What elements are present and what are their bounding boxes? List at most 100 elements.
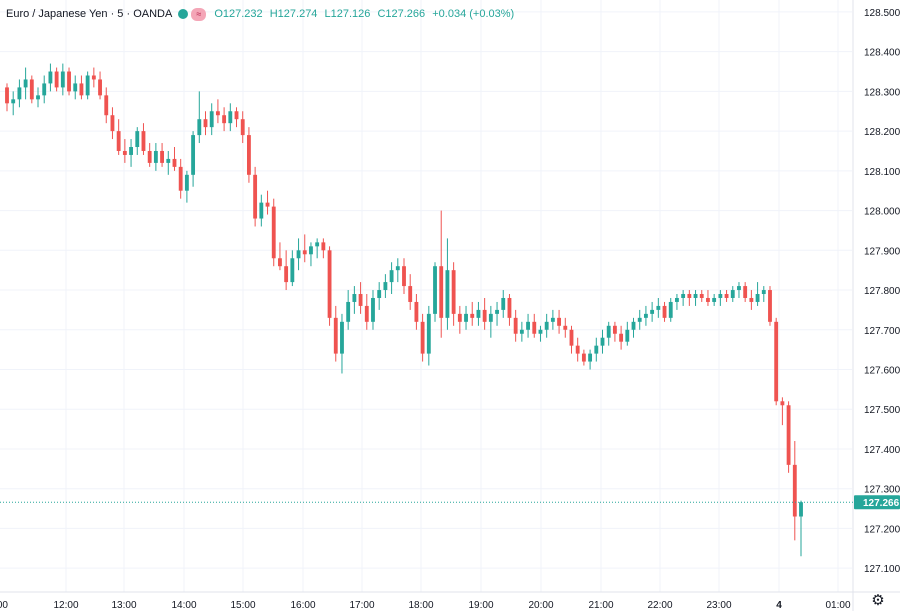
x-tick-label: 12:00 xyxy=(53,600,78,611)
candle-body xyxy=(191,135,196,175)
candle-body xyxy=(569,329,574,346)
candle-body xyxy=(755,294,760,302)
candle-body xyxy=(395,266,400,271)
candle-body xyxy=(538,329,543,334)
candle-body xyxy=(718,294,723,298)
status-dot-icon[interactable] xyxy=(178,9,189,19)
candle-body xyxy=(743,286,748,298)
candle-body xyxy=(352,294,357,302)
candle-body xyxy=(563,325,568,330)
candle-body xyxy=(612,325,617,334)
y-tick-label: 127.900 xyxy=(864,246,900,257)
x-tick-label: 22:00 xyxy=(647,600,672,611)
candle-body xyxy=(693,294,698,298)
candle-body xyxy=(389,270,394,283)
high-value: H127.274 xyxy=(269,8,318,20)
candle-body xyxy=(637,317,642,322)
candle-body xyxy=(358,294,363,306)
candle-body xyxy=(23,79,28,88)
candle-body xyxy=(364,305,369,322)
candle-body xyxy=(153,150,158,163)
candle-body xyxy=(91,75,96,80)
candle-body xyxy=(79,83,84,96)
candle-body xyxy=(209,111,214,128)
candle-body xyxy=(550,317,555,322)
candle-body xyxy=(774,321,779,402)
candle-body xyxy=(259,202,264,219)
candle-body xyxy=(786,405,791,465)
candle-body xyxy=(29,79,34,100)
candle-body xyxy=(296,250,301,259)
candle-body xyxy=(135,131,140,148)
candle-body xyxy=(315,242,320,247)
candle-body xyxy=(724,294,729,298)
candle-body xyxy=(414,301,419,322)
candle-body xyxy=(48,71,53,84)
candle-body xyxy=(60,71,65,88)
candle-body xyxy=(594,345,599,354)
y-tick-label: 127.500 xyxy=(864,405,900,416)
compare-tag-icon[interactable]: ≈ xyxy=(191,7,207,21)
candle-body xyxy=(532,321,537,334)
candles xyxy=(5,63,803,557)
candle-body xyxy=(309,246,313,255)
candle-body xyxy=(278,258,282,267)
y-tick-label: 128.100 xyxy=(864,167,900,178)
candle-body xyxy=(141,131,146,151)
candle-body xyxy=(507,297,512,318)
y-tick-label: 127.300 xyxy=(864,485,900,496)
candle-body xyxy=(321,242,326,251)
x-tick-label: 23:00 xyxy=(706,600,731,611)
last-price-badge xyxy=(854,495,900,510)
candle-body xyxy=(668,301,673,318)
y-tick-label: 128.500 xyxy=(864,8,900,19)
candle-body xyxy=(650,309,655,314)
y-tick-label: 127.200 xyxy=(864,524,900,535)
y-tick-label: 127.800 xyxy=(864,286,900,297)
candle-body xyxy=(203,119,208,128)
candle-body xyxy=(222,115,227,124)
candle-body xyxy=(271,206,276,259)
candle-body xyxy=(445,270,450,318)
candle-body xyxy=(631,321,636,330)
y-tick-label: 128.000 xyxy=(864,207,900,218)
chart-legend: Euro / Japanese Yen · 5 · OANDA ≈ O127.2… xyxy=(6,5,514,23)
x-tick-label: 00 xyxy=(0,600,8,611)
candle-body xyxy=(799,502,803,517)
candle-body xyxy=(160,150,165,163)
candle-body xyxy=(11,99,16,104)
candle-body xyxy=(166,158,171,163)
candle-body xyxy=(36,95,40,100)
candle-body xyxy=(706,297,710,302)
candle-body xyxy=(5,87,9,104)
y-tick-label: 127.100 xyxy=(864,564,900,575)
candle-body xyxy=(544,321,549,330)
candle-body xyxy=(116,131,121,151)
candle-body xyxy=(519,329,524,334)
y-tick-label: 127.400 xyxy=(864,445,900,456)
x-tick-label: 21:00 xyxy=(588,600,613,611)
candle-body xyxy=(290,258,295,283)
candle-body xyxy=(501,297,506,310)
candle-body xyxy=(147,150,152,163)
y-tick-label: 128.300 xyxy=(864,87,900,98)
y-tick-label: 127.700 xyxy=(864,326,900,337)
candle-body xyxy=(737,286,741,291)
candle-body xyxy=(557,317,562,326)
candle-body xyxy=(675,297,679,302)
candle-body xyxy=(780,401,785,406)
candle-body xyxy=(606,325,611,338)
y-tick-label: 128.200 xyxy=(864,127,900,138)
x-tick-label: 4 xyxy=(776,600,782,611)
candle-body xyxy=(54,71,59,88)
candle-body xyxy=(197,119,202,136)
candle-body xyxy=(178,166,183,191)
candle-body xyxy=(526,321,530,330)
candle-body xyxy=(67,71,71,92)
candle-body xyxy=(104,95,109,116)
candle-body xyxy=(712,297,717,302)
gear-icon[interactable]: ⚙ xyxy=(871,592,885,609)
candle-body xyxy=(240,119,245,136)
candle-body xyxy=(699,294,704,298)
